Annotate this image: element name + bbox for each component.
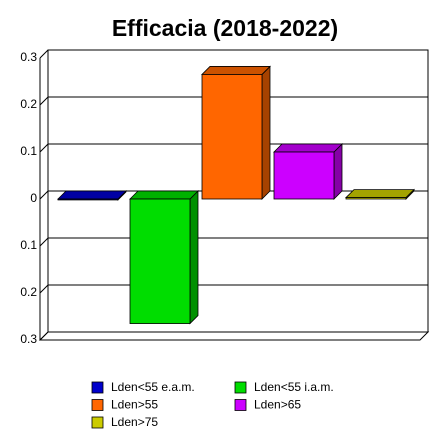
legend-swatch	[91, 399, 104, 411]
y-tick-label: 0.3	[20, 332, 37, 346]
bar-top	[201, 66, 271, 75]
bar-top	[273, 143, 343, 153]
y-tick-label: 0.1	[20, 144, 37, 158]
y-tick-label: 0.1	[20, 238, 37, 252]
floor	[38, 331, 430, 341]
bar	[345, 197, 407, 200]
legend-swatch	[234, 399, 247, 411]
legend-swatch	[91, 381, 104, 394]
y-tick-label: 0.2	[20, 97, 37, 111]
bar	[201, 74, 263, 200]
y-tick-label: 0.2	[20, 285, 37, 299]
legend-label: Lden<55 i.a.m.	[254, 380, 334, 394]
legend-label: Lden<55 e.a.m.	[111, 380, 195, 394]
bar	[273, 151, 335, 200]
y-tick-label: 0	[30, 191, 37, 205]
legend-label: Lden>55	[111, 398, 158, 412]
legend-swatch	[234, 381, 247, 394]
grid-line	[39, 331, 428, 341]
bar-side	[333, 143, 343, 200]
grid-line	[39, 96, 428, 106]
grid-line	[39, 237, 428, 247]
y-tick-label: 0.3	[20, 50, 37, 64]
chart-title: Efficacia (2018-2022)	[112, 15, 338, 41]
bar-top	[129, 190, 199, 200]
grid-line	[39, 49, 428, 59]
bar	[129, 198, 191, 324]
bar-side	[189, 190, 199, 325]
bar	[57, 198, 119, 201]
grid-line	[39, 284, 428, 294]
bar-top	[57, 190, 127, 200]
legend-label: Lden>65	[254, 398, 301, 412]
legend-label: Lden>75	[111, 415, 158, 429]
legend-swatch	[91, 416, 104, 429]
bar-side	[261, 65, 271, 200]
bar-top	[345, 189, 415, 198]
